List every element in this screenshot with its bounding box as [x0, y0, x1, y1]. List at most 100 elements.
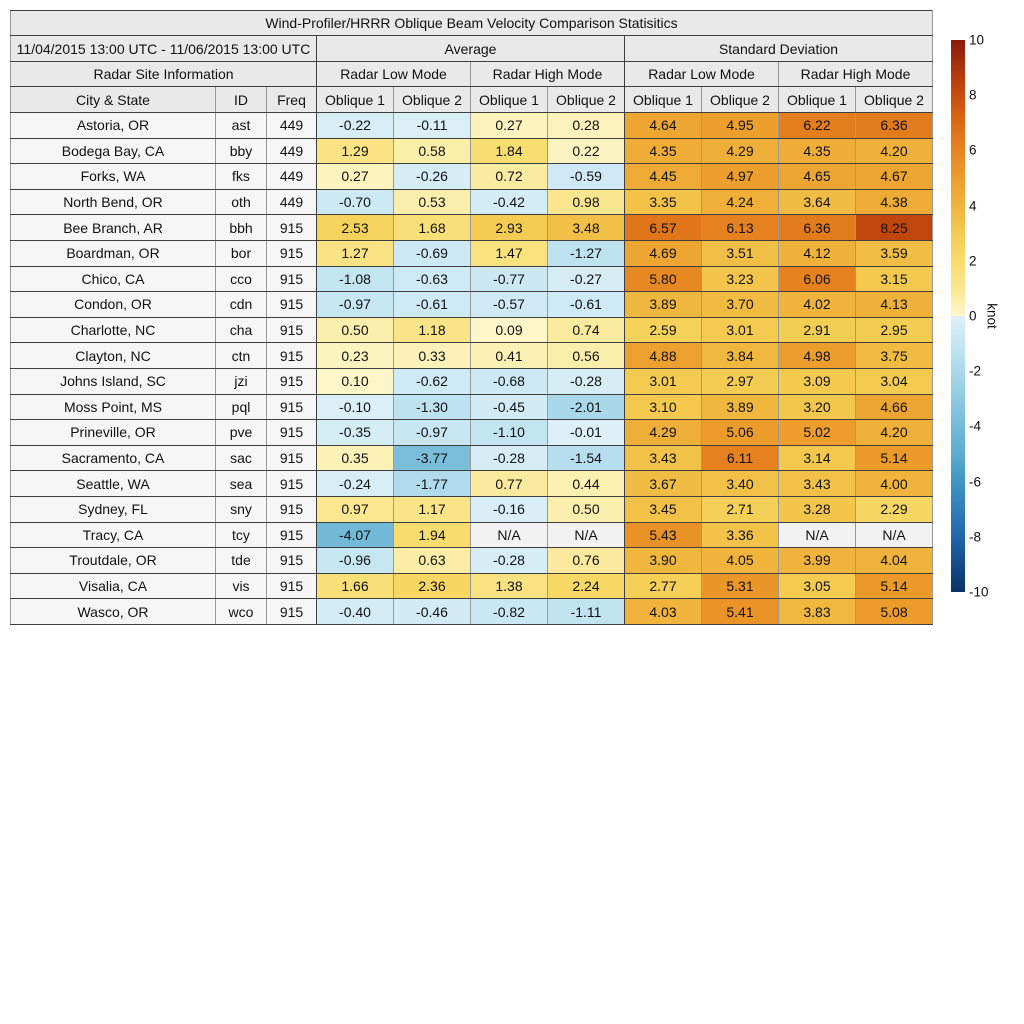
id-cell: bbh — [215, 214, 267, 241]
id-cell: pve — [215, 419, 267, 446]
id-cell: jzi — [215, 367, 267, 395]
value-cell: 3.40 — [701, 470, 779, 497]
value-cell: -0.97 — [316, 291, 394, 318]
id-cell: wco — [215, 598, 267, 625]
freq-cell: 915 — [266, 419, 317, 446]
table-row: Seattle, WA sea 915 -0.24 -1.77 0.77 0.44 3.67 3… — [10, 470, 933, 497]
value-cell: 0.09 — [470, 316, 548, 344]
value-cell: 3.28 — [778, 495, 856, 523]
table-row: Boardman, OR bor 915 1.27 -0.69 1.47 -1.27 4.69… — [10, 239, 933, 267]
value-cell: 4.66 — [855, 393, 933, 421]
value-cell: 3.09 — [778, 367, 856, 395]
colorbar-tick: 0 — [969, 308, 977, 324]
value-cell: N/A — [547, 521, 625, 549]
value-cell: 0.74 — [547, 316, 625, 344]
value-cell: -0.77 — [470, 265, 548, 293]
city-cell: Condon, OR — [10, 291, 216, 318]
value-cell: 5.80 — [624, 265, 702, 293]
value-cell: 4.20 — [855, 137, 933, 165]
value-cell: 1.38 — [470, 572, 548, 600]
value-cell: 0.98 — [547, 188, 625, 216]
value-cell: 2.53 — [316, 214, 394, 241]
table-row: Chico, CA cco 915 -1.08 -0.63 -0.77 -0.27 5.80 3… — [10, 265, 933, 293]
value-cell: 4.35 — [624, 137, 702, 165]
value-cell: 0.10 — [316, 367, 394, 395]
value-cell: N/A — [470, 521, 548, 549]
value-cell: 2.71 — [701, 495, 779, 523]
value-cell: 4.35 — [778, 137, 856, 165]
colorbar-tick: 10 — [969, 32, 985, 48]
value-cell: 1.94 — [393, 521, 471, 549]
value-cell: 1.47 — [470, 239, 548, 267]
value-cell: -0.96 — [316, 547, 394, 574]
value-cell: 4.95 — [701, 112, 779, 139]
city-cell: Wasco, OR — [10, 598, 216, 625]
value-cell: -1.11 — [547, 598, 625, 625]
value-cell: 0.58 — [393, 137, 471, 165]
value-cell: 8.25 — [855, 214, 933, 241]
value-cell: 3.45 — [624, 495, 702, 523]
column-oblique: Oblique 2 — [701, 86, 779, 113]
value-cell: 2.93 — [470, 214, 548, 241]
value-cell: 4.13 — [855, 291, 933, 318]
id-cell: ast — [215, 112, 267, 139]
value-cell: -4.07 — [316, 521, 394, 549]
value-cell: 4.00 — [855, 470, 933, 497]
value-cell: 6.06 — [778, 265, 856, 293]
table-row: Astoria, OR ast 449 -0.22 -0.11 0.27 0.28 4.64 4… — [10, 112, 933, 139]
value-cell: 3.14 — [778, 444, 856, 472]
column-oblique: Oblique 1 — [316, 86, 394, 113]
id-cell: cco — [215, 265, 267, 293]
value-cell: 5.43 — [624, 521, 702, 549]
city-cell: Tracy, CA — [10, 521, 216, 549]
value-cell: -0.22 — [316, 112, 394, 139]
value-cell: 2.97 — [701, 367, 779, 395]
value-cell: 5.31 — [701, 572, 779, 600]
value-cell: 3.51 — [701, 239, 779, 267]
table-row: Prineville, OR pve 915 -0.35 -0.97 -1.10 -0.01… — [10, 419, 933, 446]
city-cell: Sacramento, CA — [10, 444, 216, 472]
value-cell: -0.69 — [393, 239, 471, 267]
value-cell: 1.68 — [393, 214, 471, 241]
value-cell: 0.72 — [470, 163, 548, 190]
value-cell: 6.36 — [855, 112, 933, 139]
table-row: Wasco, OR wco 915 -0.40 -0.46 -0.82 -1.11 4.03 5… — [10, 598, 933, 625]
id-cell: tde — [215, 547, 267, 574]
table-row: Forks, WA fks 449 0.27 -0.26 0.72 -0.59 4.45 4.9… — [10, 163, 933, 190]
colorbar-tick: -6 — [969, 474, 982, 490]
value-cell: 1.84 — [470, 137, 548, 165]
table-row: Tracy, CA tcy 915 -4.07 1.94 N/A N/A 5.43 3.36 N/… — [10, 521, 933, 549]
value-cell: 2.59 — [624, 316, 702, 344]
value-cell: 4.24 — [701, 188, 779, 216]
id-cell: sny — [215, 495, 267, 523]
value-cell: 4.05 — [701, 547, 779, 574]
freq-cell: 449 — [266, 112, 317, 139]
value-cell: 4.97 — [701, 163, 779, 190]
id-cell: ctn — [215, 342, 267, 369]
id-cell: bor — [215, 239, 267, 267]
value-cell: 3.89 — [701, 393, 779, 421]
colorbar-tick: 8 — [969, 87, 977, 103]
value-cell: 4.20 — [855, 419, 933, 446]
value-cell: -0.40 — [316, 598, 394, 625]
freq-cell: 915 — [266, 239, 317, 267]
value-cell: -0.42 — [470, 188, 548, 216]
table-row: Moss Point, MS pql 915 -0.10 -1.30 -0.45 -2.01… — [10, 393, 933, 421]
table-row: Troutdale, OR tde 915 -0.96 0.63 -0.28 0.76 3.9… — [10, 547, 933, 574]
freq-cell: 915 — [266, 495, 317, 523]
city-cell: Charlotte, NC — [10, 316, 216, 344]
value-cell: 3.48 — [547, 214, 625, 241]
value-cell: N/A — [778, 521, 856, 549]
value-cell: -1.54 — [547, 444, 625, 472]
value-cell: 3.01 — [701, 316, 779, 344]
table-row: North Bend, OR oth 449 -0.70 0.53 -0.42 0.98 3.… — [10, 188, 933, 216]
table-row: Bee Branch, AR bbh 915 2.53 1.68 2.93 3.48 6.57… — [10, 214, 933, 241]
table-row: Charlotte, NC cha 915 0.50 1.18 0.09 0.74 2.59 3… — [10, 316, 933, 344]
value-cell: 3.90 — [624, 547, 702, 574]
value-cell: -0.10 — [316, 393, 394, 421]
radar-site-information-header: Radar Site Information — [10, 61, 317, 87]
value-cell: -0.16 — [470, 495, 548, 523]
city-cell: Bee Branch, AR — [10, 214, 216, 241]
table-row: Condon, OR cdn 915 -0.97 -0.61 -0.57 -0.61 3.89… — [10, 291, 933, 318]
value-cell: 2.95 — [855, 316, 933, 344]
